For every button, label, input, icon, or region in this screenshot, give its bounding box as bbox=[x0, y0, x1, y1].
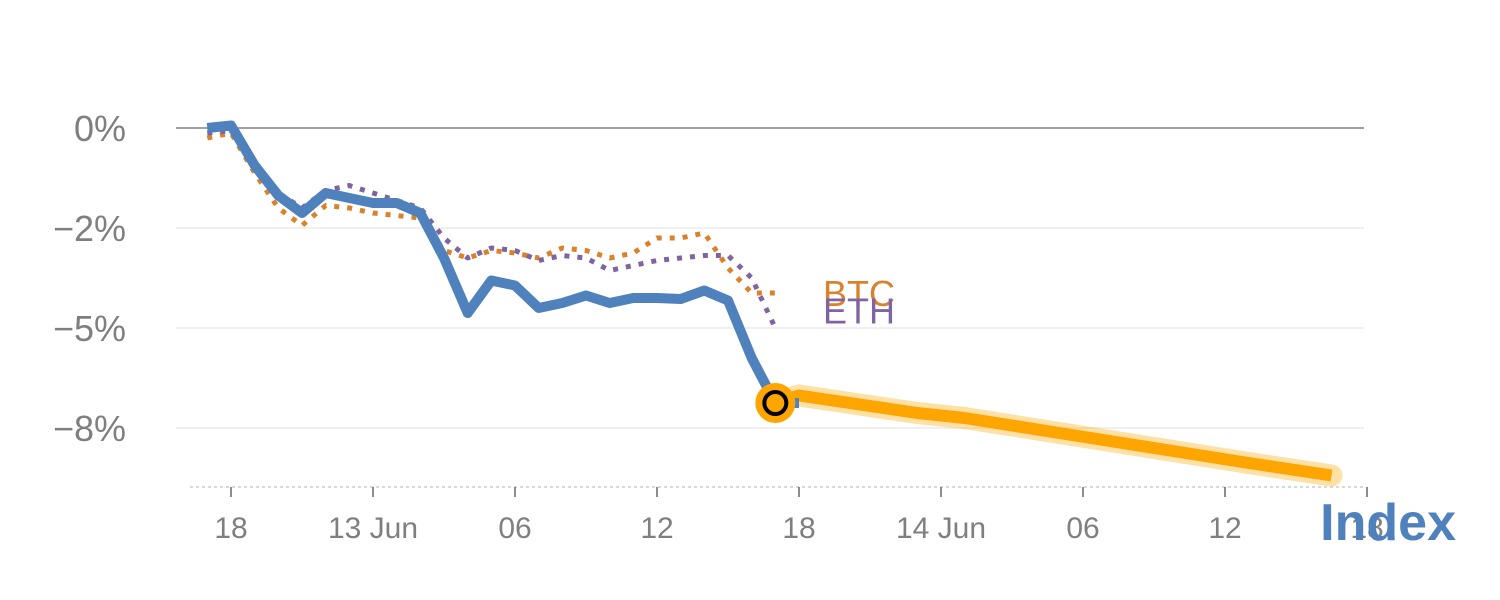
y-tick-label: −8% bbox=[53, 408, 126, 449]
x-tick-label: 14 Jun bbox=[896, 512, 986, 545]
series-lines bbox=[206, 120, 1343, 487]
y-tick-label: 0% bbox=[74, 108, 126, 149]
x-tick-label: 12 bbox=[640, 512, 673, 545]
x-axis: 18 13 Jun 06 12 18 14 Jun 06 12 18 bbox=[190, 486, 1384, 545]
btc-line bbox=[206, 130, 776, 296]
x-tick-label: 06 bbox=[1066, 512, 1099, 545]
eth-label: ETH bbox=[823, 291, 895, 332]
grid-lines bbox=[176, 127, 1364, 429]
marker-center bbox=[762, 390, 789, 416]
x-tick-label: 12 bbox=[1208, 512, 1241, 545]
x-tick-label: 06 bbox=[498, 512, 531, 545]
y-axis-ticks: 0% −2% −5% −8% bbox=[53, 108, 126, 449]
btc-label: BTC bbox=[823, 273, 895, 314]
current-point-marker bbox=[755, 383, 796, 423]
y-tick-label: −2% bbox=[53, 208, 126, 249]
x-tick-label: 18 bbox=[782, 512, 815, 545]
y-tick-label: −5% bbox=[53, 308, 126, 349]
forecast-line bbox=[773, 389, 1333, 482]
marker-ring bbox=[755, 383, 796, 423]
index-line bbox=[206, 120, 799, 408]
x-tick-label: 18 bbox=[214, 512, 247, 545]
x-tick-label: 18 bbox=[1350, 512, 1383, 545]
x-tick-label: 13 Jun bbox=[328, 512, 418, 545]
x-axis-title: Index bbox=[1320, 494, 1456, 552]
